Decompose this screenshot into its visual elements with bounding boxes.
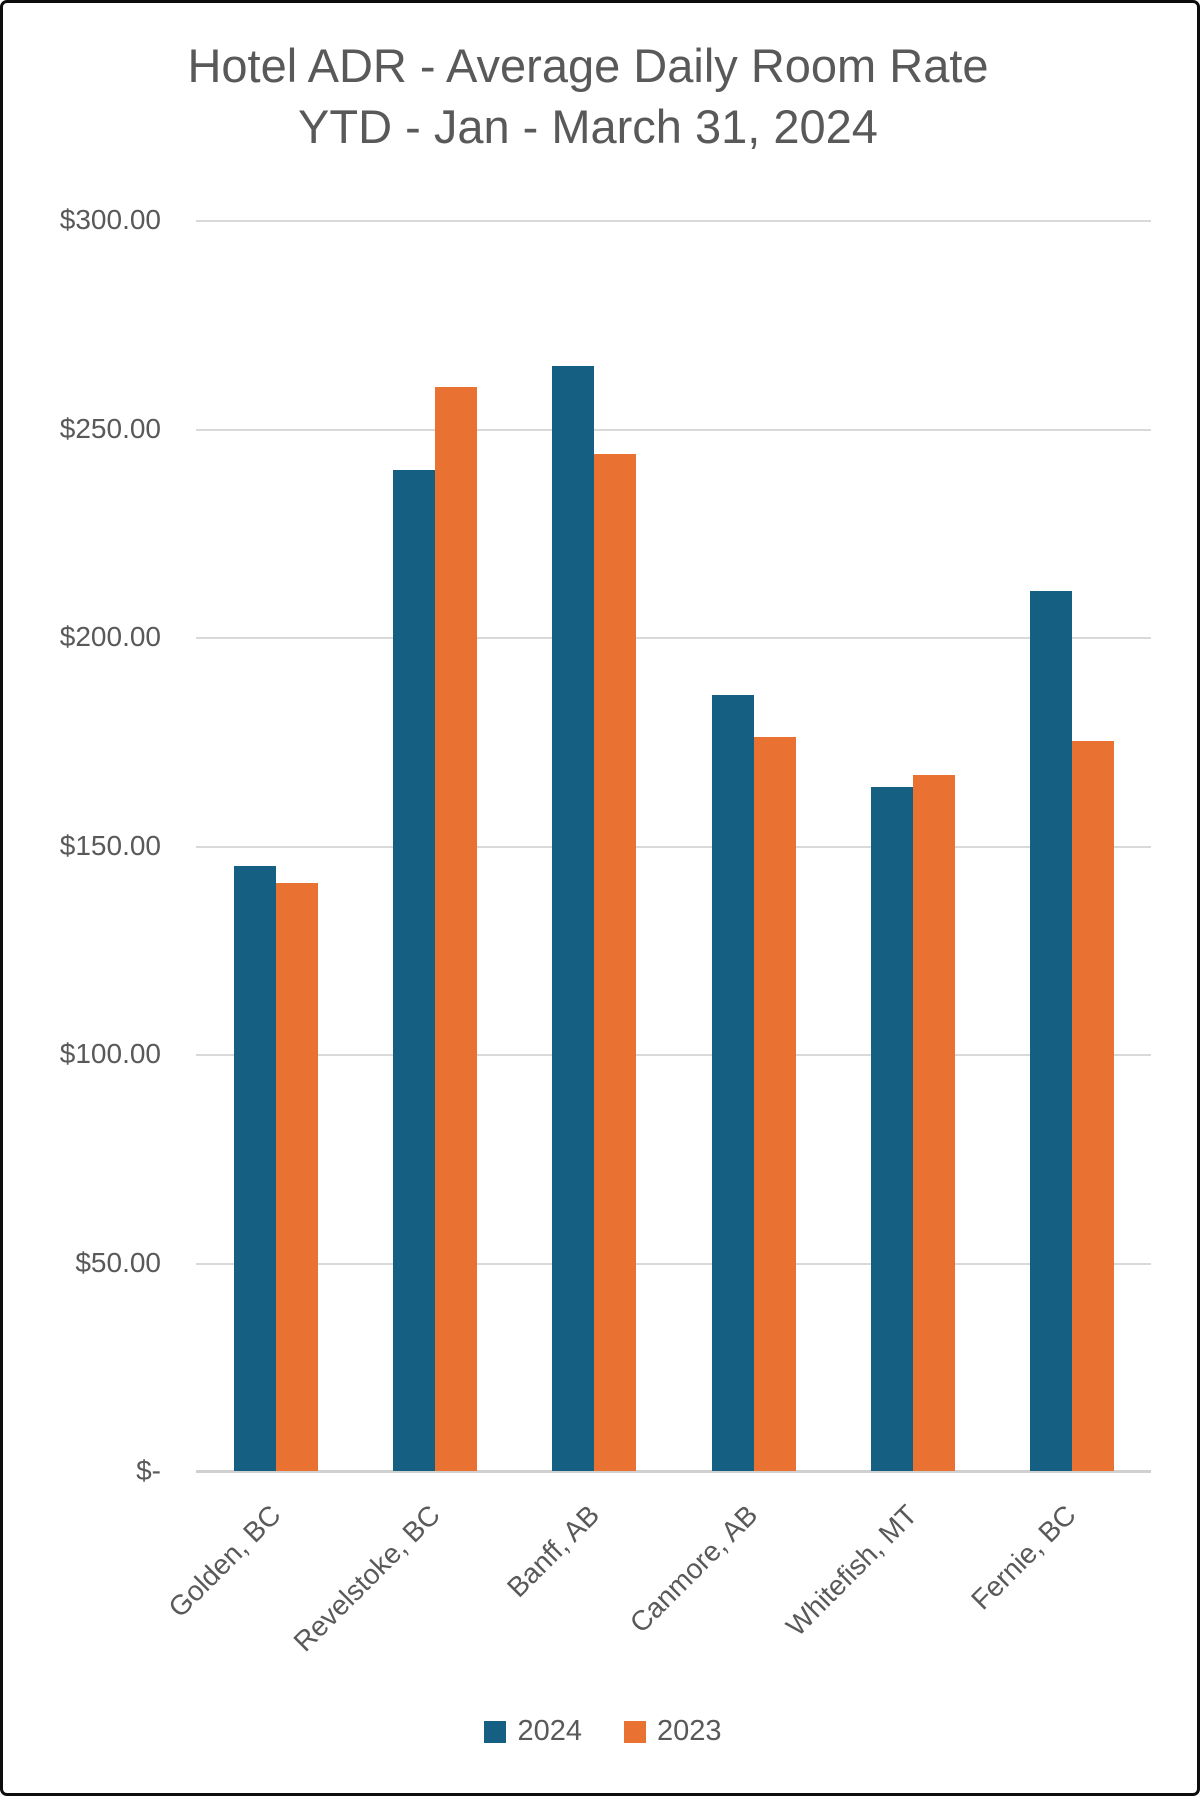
bar-2024-fernie-bc: [1030, 591, 1072, 1471]
y-axis-tick-label-100-00: $100.00: [59, 1038, 161, 1069]
y-axis-tick-label-150-00: $150.00: [59, 830, 161, 861]
bar-2024-banff-ab: [552, 366, 594, 1471]
gridline-200: [196, 637, 1151, 639]
bar-2024-revelstoke-bc: [393, 470, 435, 1471]
bar-2023-banff-ab: [594, 454, 636, 1471]
gridline-150: [196, 846, 1151, 848]
legend-item-2023: 2023: [624, 1715, 722, 1748]
x-axis-category-label-revelstoke-bc: Revelstoke, BC: [287, 1499, 446, 1658]
legend-label-2024: 2024: [517, 1715, 582, 1747]
gridline-300: [196, 220, 1151, 222]
x-axis-category-label-banff-ab: Banff, AB: [500, 1499, 605, 1604]
chart-title: Hotel ADR - Average Daily Room Rate YTD …: [3, 35, 1173, 157]
chart-title-line1: Hotel ADR - Average Daily Room Rate: [187, 39, 989, 92]
x-axis-category-label-canmore-ab: Canmore, AB: [624, 1499, 764, 1639]
y-axis-tick-label-50-00: $50.00: [75, 1247, 161, 1278]
bar-2023-canmore-ab: [754, 737, 796, 1471]
bar-2023-whitefish-mt: [913, 775, 955, 1471]
legend-swatch-2023-icon: [624, 1720, 646, 1743]
legend-swatch-2024-icon: [484, 1720, 507, 1743]
gridline-250: [196, 429, 1151, 431]
legend-item-2024: 2024: [484, 1715, 582, 1748]
bar-2024-whitefish-mt: [871, 787, 913, 1471]
gridline-100: [196, 1054, 1151, 1056]
bar-2024-golden-bc: [234, 866, 276, 1471]
x-axis-category-label-golden-bc: Golden, BC: [162, 1499, 287, 1624]
x-axis-line: [196, 1470, 1151, 1473]
y-axis-tick-label-200-00: $200.00: [59, 621, 161, 652]
bar-2023-revelstoke-bc: [435, 387, 477, 1471]
bar-2023-fernie-bc: [1072, 741, 1114, 1471]
bar-2023-golden-bc: [276, 883, 318, 1471]
bar-2024-canmore-ab: [712, 695, 754, 1471]
legend-label-2023: 2023: [657, 1715, 722, 1747]
x-axis-category-label-fernie-bc: Fernie, BC: [965, 1499, 1082, 1616]
gridline-50: [196, 1263, 1151, 1265]
chart-title-line2: YTD - Jan - March 31, 2024: [298, 100, 878, 153]
y-axis-tick-label-300-00: $300.00: [59, 204, 161, 235]
chart-legend: 2024 2023: [3, 1715, 1197, 1748]
y-axis-tick-label-250-00: $250.00: [59, 413, 161, 444]
y-axis-tick-label-: $-: [136, 1455, 161, 1486]
x-axis-category-label-whitefish-mt: Whitefish, MT: [779, 1499, 923, 1642]
